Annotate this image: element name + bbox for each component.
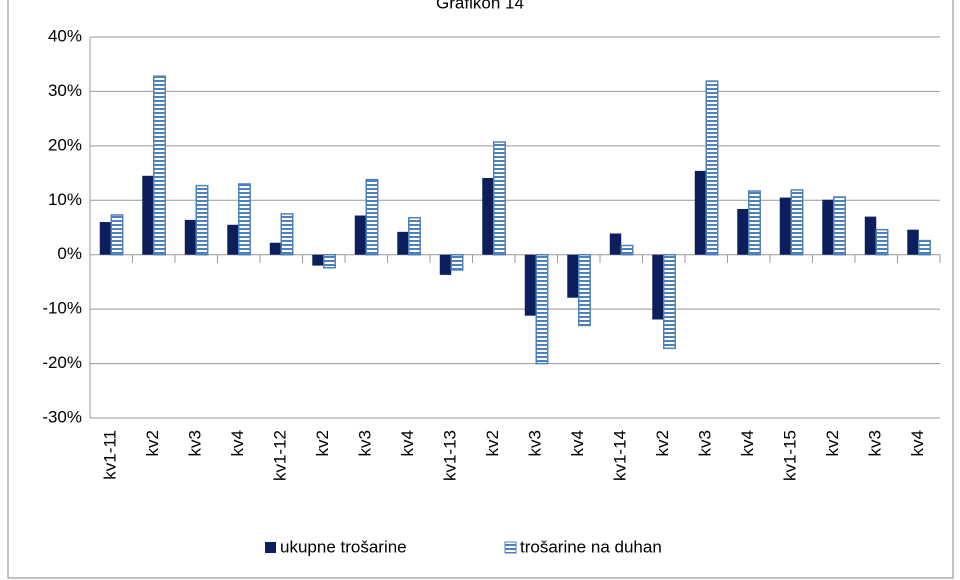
bar	[312, 254, 324, 266]
bar	[482, 177, 494, 255]
x-tick-label: kv4	[398, 430, 417, 456]
bar	[918, 239, 931, 256]
bar	[663, 253, 676, 350]
x-tick-label: kv4	[908, 430, 927, 456]
bar	[195, 184, 209, 256]
bar	[705, 80, 719, 256]
y-tick-label: -30%	[42, 407, 82, 426]
bar	[238, 183, 251, 256]
bar	[524, 254, 537, 316]
x-tick-label: kv3	[696, 430, 715, 456]
bar	[535, 253, 549, 365]
bar	[620, 244, 634, 256]
x-tick-label: kv2	[313, 430, 332, 456]
x-tick-label: kv3	[186, 430, 205, 456]
x-tick-label: kv2	[483, 430, 502, 456]
x-tick-label: kv1-14	[611, 430, 630, 481]
x-tick-label: kv1-11	[101, 430, 120, 480]
bar	[833, 196, 846, 256]
bar	[280, 213, 294, 256]
bar	[790, 189, 804, 256]
x-tick-label: kv4	[738, 430, 757, 456]
x-tick-label: kv2	[653, 430, 672, 456]
bar	[99, 222, 112, 255]
bar	[184, 219, 197, 255]
y-tick-label: 10%	[48, 190, 82, 209]
bar	[578, 253, 591, 327]
bar	[227, 224, 239, 255]
bar	[493, 141, 506, 256]
x-tick-label: kv4	[568, 430, 587, 456]
y-tick-label: 20%	[48, 135, 82, 154]
y-tick-label: -20%	[42, 353, 82, 372]
legend-swatch	[504, 541, 517, 554]
x-tick-label: kv1-13	[441, 430, 460, 481]
x-tick-label: kv3	[866, 430, 885, 456]
y-tick-label: 0%	[57, 244, 82, 263]
bar	[609, 233, 622, 255]
y-tick-label: 40%	[48, 26, 82, 45]
legend-swatch	[265, 542, 276, 553]
bar	[748, 190, 761, 256]
x-tick-label: kv2	[823, 430, 842, 456]
bar	[450, 253, 464, 271]
bar	[652, 254, 664, 320]
bar	[864, 216, 877, 255]
y-tick-label: -10%	[42, 299, 82, 318]
chart-title: Grafikon 14	[436, 0, 524, 12]
x-tick-label: kv1-15	[781, 430, 800, 481]
bar	[822, 199, 834, 255]
bar	[354, 215, 367, 255]
chart-frame	[7, 0, 954, 579]
bar	[737, 208, 749, 255]
bar	[323, 253, 336, 269]
bar	[269, 242, 282, 255]
x-tick-label: kv1-12	[271, 430, 290, 481]
bar	[779, 197, 792, 255]
bar	[110, 214, 124, 256]
legend-label: ukupne trošarine	[280, 537, 407, 556]
y-tick-label: 30%	[48, 81, 82, 100]
bar	[142, 175, 154, 255]
bar	[397, 231, 409, 255]
bar	[875, 228, 889, 256]
bar	[365, 178, 379, 256]
bar	[567, 254, 579, 298]
bar	[907, 229, 919, 255]
x-tick-label: kv3	[526, 430, 545, 456]
bar	[694, 170, 707, 255]
x-tick-label: kv3	[356, 430, 375, 456]
bar	[153, 75, 166, 256]
legend-label: trošarine na duhan	[520, 537, 662, 556]
bar	[439, 254, 452, 275]
bar	[408, 216, 421, 256]
x-tick-label: kv4	[228, 430, 247, 456]
x-tick-label: kv2	[143, 430, 162, 456]
